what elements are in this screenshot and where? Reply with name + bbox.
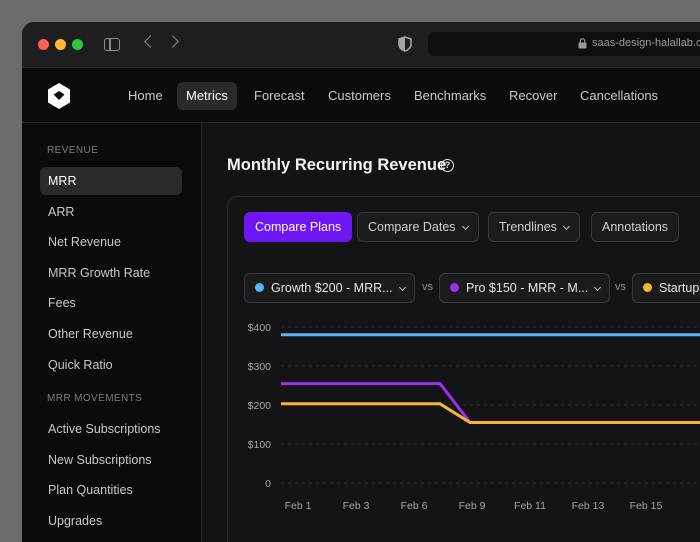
y-tick-label: $400	[248, 322, 272, 334]
trendlines-label: Trendlines	[499, 220, 557, 234]
url-text: saas-design-halallab.c	[592, 37, 700, 49]
page-title: Monthly Recurring Revenue	[227, 156, 447, 174]
browser-titlebar: saas-design-halallab.c	[22, 22, 700, 68]
nav-metrics[interactable]: Metrics	[177, 82, 237, 110]
y-tick-label: $300	[248, 361, 272, 373]
close-window-button[interactable]	[38, 39, 49, 50]
sidebar-item-net-revenue[interactable]: Net Revenue	[48, 235, 121, 250]
chevron-down-icon	[594, 283, 602, 292]
sidebar-item-fees[interactable]: Fees	[48, 296, 76, 311]
address-bar[interactable]: saas-design-halallab.c	[428, 32, 700, 56]
x-tick-label: Feb 3	[343, 500, 370, 512]
sidebar-section-title: REVENUE	[47, 145, 99, 156]
shield-icon[interactable]	[398, 36, 412, 52]
series-line-startup[interactable]	[281, 402, 700, 424]
annotations-button[interactable]: Annotations	[591, 212, 680, 242]
nav-customers[interactable]: Customers	[328, 88, 391, 103]
sidebar-item-active-subscriptions[interactable]: Active Subscriptions	[48, 422, 161, 436]
app-logo[interactable]	[44, 81, 74, 111]
series-swatch	[255, 283, 264, 292]
sidebar-item-mrr-growth-rate[interactable]: MRR Growth Rate	[48, 265, 151, 280]
series-swatch	[450, 283, 459, 292]
plan-selector-growth[interactable]: Growth $200 - MRR...	[244, 273, 415, 303]
vs-label: vs	[615, 281, 626, 293]
compare-dates-dropdown[interactable]: Compare Dates	[357, 212, 479, 242]
sidebar: REVENUE MRR ARR Net Revenue MRR Growth Rate F…	[22, 123, 202, 542]
x-tick-label: Feb 9	[459, 500, 486, 512]
chevron-down-icon	[461, 222, 469, 231]
plan-selector-label: Startup	[659, 281, 700, 295]
chevron-down-icon	[398, 283, 406, 292]
top-navigation: Home Metrics Forecast Customers Benchmarks Re…	[22, 68, 700, 123]
y-tick-label: $100	[248, 439, 272, 451]
compare-plans-button[interactable]: Compare Plans	[244, 212, 353, 242]
y-tick-label: 0	[265, 478, 271, 490]
plan-selector-label: Growth $200 - MRR...	[271, 281, 393, 295]
back-arrow-icon[interactable]	[144, 35, 157, 48]
sidebar-item-quick-ratio[interactable]: Quick Ratio	[48, 357, 113, 372]
chevron-down-icon	[562, 222, 570, 231]
series-swatch	[643, 283, 652, 292]
sidebar-item-arr[interactable]: ARR	[48, 204, 75, 219]
x-tick-label: Feb 13	[572, 500, 605, 512]
nav-recover[interactable]: Recover	[509, 88, 558, 103]
sidebar-item-upgrades[interactable]: Upgrades	[48, 513, 103, 528]
nav-benchmarks[interactable]: Benchmarks	[414, 88, 487, 103]
trendlines-dropdown[interactable]: Trendlines	[488, 212, 580, 242]
sidebar-toggle-icon[interactable]	[104, 38, 120, 51]
chart-card: Compare Plans Compare Dates Trendlines A…	[227, 196, 700, 542]
x-tick-label: Feb 11	[514, 500, 546, 512]
nav-home[interactable]: Home	[128, 88, 163, 103]
sidebar-item-mrr[interactable]: MRR	[40, 167, 182, 195]
sidebar-item-plan-quantities[interactable]: Plan Quantities	[48, 483, 133, 498]
x-tick-label: Feb 15	[630, 500, 663, 512]
nav-forecast[interactable]: Forecast	[254, 88, 305, 103]
plan-selector-pro[interactable]: Pro $150 - MRR - M...	[439, 273, 611, 303]
plan-selector-label: Pro $150 - MRR - M...	[466, 281, 589, 295]
minimize-window-button[interactable]	[55, 39, 66, 50]
mrr-line-chart: $400 $300 $200 $100 0 Feb 1 Feb 3 Feb 6 Feb 9 Feb…	[248, 322, 700, 512]
browser-window: saas-design-halallab.c Home Metrics Foreca…	[22, 22, 700, 542]
nav-cancellations[interactable]: Cancellations	[580, 88, 659, 103]
main-content: Monthly Recurring Revenue ? Compare Plan…	[203, 123, 700, 542]
sidebar-item-new-subscriptions[interactable]: New Subscriptions	[48, 452, 152, 467]
help-icon[interactable]: ?	[441, 159, 454, 172]
x-tick-label: Feb 1	[285, 500, 312, 512]
sidebar-item-other-revenue[interactable]: Other Revenue	[48, 327, 133, 341]
plan-selector-startup[interactable]: Startup	[632, 273, 700, 303]
x-tick-label: Feb 6	[401, 500, 428, 512]
compare-dates-label: Compare Dates	[368, 220, 456, 234]
forward-arrow-icon[interactable]	[166, 35, 179, 48]
maximize-window-button[interactable]	[72, 39, 83, 50]
sidebar-section-title: MRR MOVEMENTS	[47, 393, 143, 404]
vs-label: vs	[422, 281, 433, 293]
lock-icon	[578, 38, 587, 49]
y-tick-label: $200	[248, 400, 272, 412]
